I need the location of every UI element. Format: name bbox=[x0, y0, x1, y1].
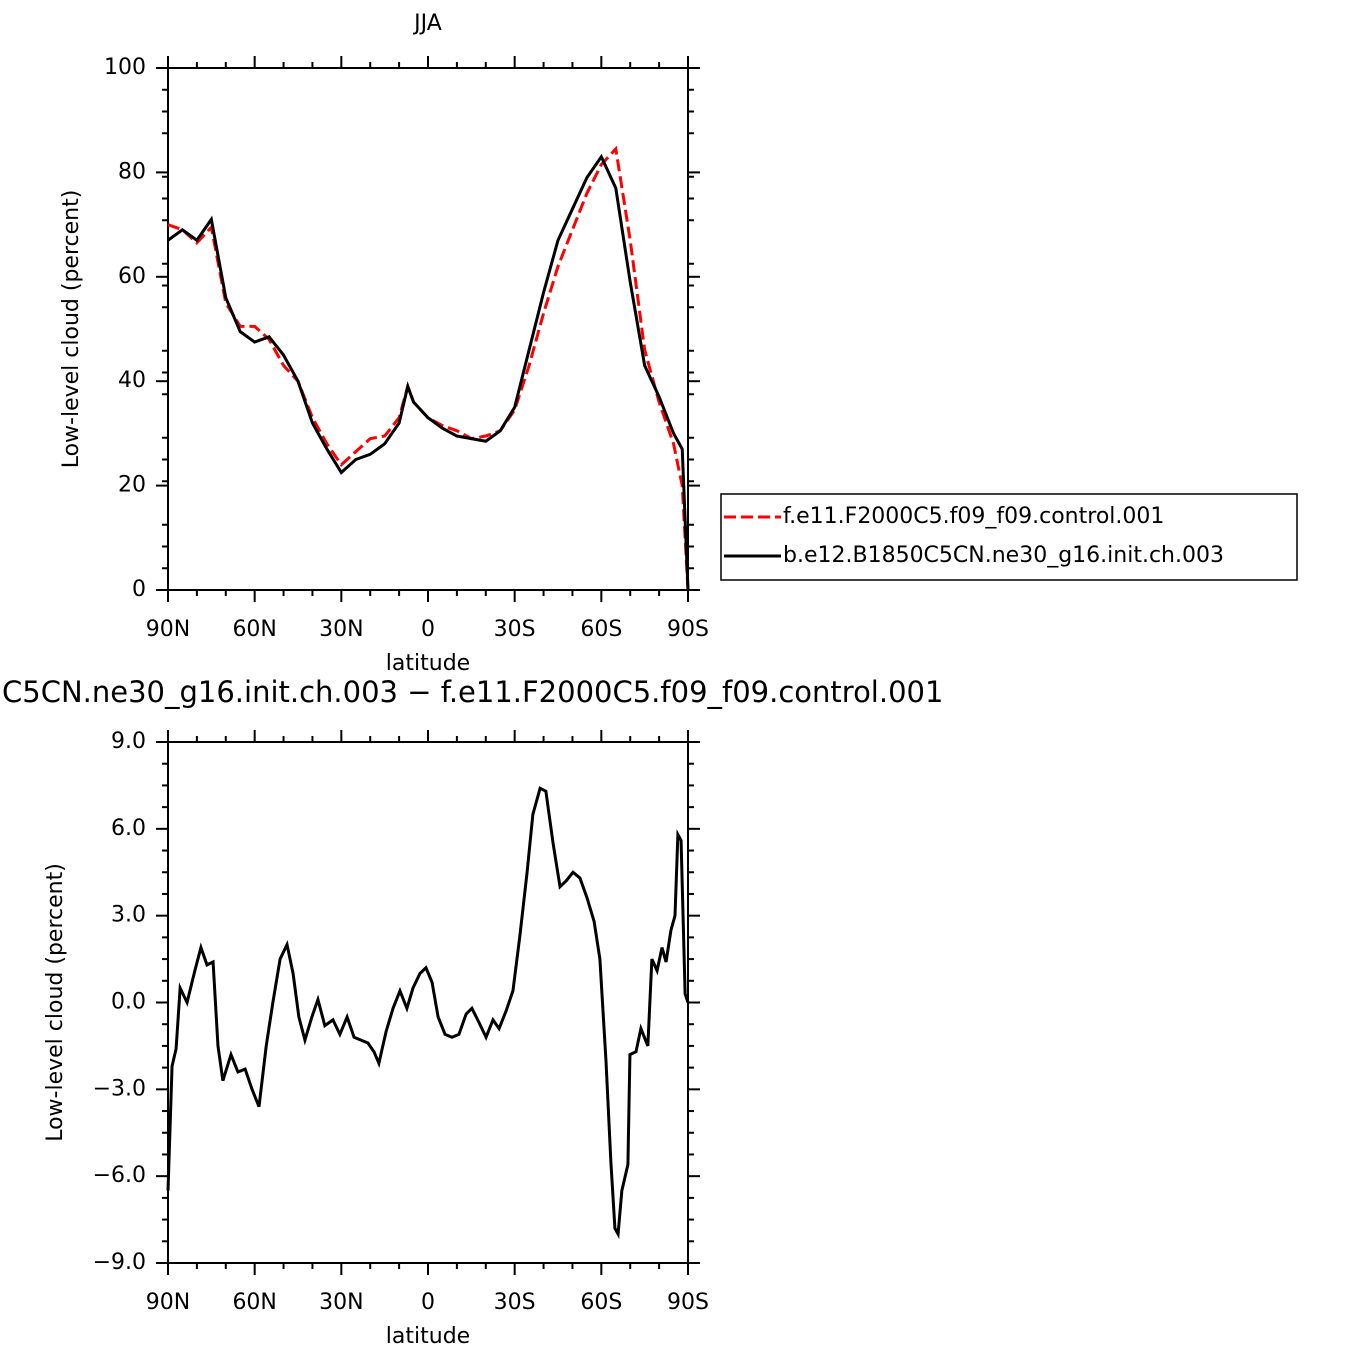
x-tick-label: 90N bbox=[146, 617, 190, 642]
plot-frame bbox=[167, 67, 689, 591]
y-tick-label: 80 bbox=[118, 159, 146, 184]
y-tick-label: 20 bbox=[118, 473, 146, 498]
legend-label: f.e11.F2000C5.f09_f09.control.001 bbox=[783, 504, 1164, 529]
chart-title: JJA bbox=[412, 11, 442, 36]
y-tick-label: −3.0 bbox=[93, 1076, 146, 1101]
y-tick-label: −9.0 bbox=[93, 1250, 146, 1275]
x-tick-label: 0 bbox=[421, 1290, 435, 1315]
x-tick-label: 90S bbox=[667, 1290, 709, 1315]
x-tick-label: 60S bbox=[580, 1290, 622, 1315]
series-line bbox=[166, 786, 690, 1240]
y-tick-label: 6.0 bbox=[111, 816, 146, 841]
x-axis-label: latitude bbox=[386, 1324, 470, 1349]
y-tick-label: 0 bbox=[132, 577, 146, 602]
y-axis-label: Low-level cloud (percent) bbox=[59, 190, 84, 469]
y-tick-label: 9.0 bbox=[111, 729, 146, 754]
x-tick-label: 60N bbox=[232, 1290, 276, 1315]
x-tick-label: 60N bbox=[232, 617, 276, 642]
x-tick-label: 90S bbox=[667, 617, 709, 642]
series-line bbox=[167, 153, 690, 591]
y-tick-label: −6.0 bbox=[93, 1163, 146, 1188]
series-line bbox=[167, 145, 690, 591]
x-tick-label: 0 bbox=[421, 617, 435, 642]
x-tick-label: 30N bbox=[319, 1290, 363, 1315]
x-tick-label: 30N bbox=[319, 617, 363, 642]
y-tick-label: 3.0 bbox=[111, 903, 146, 928]
legend-box bbox=[720, 493, 1298, 581]
x-axis-label: latitude bbox=[386, 651, 470, 676]
x-tick-label: 90N bbox=[146, 1290, 190, 1315]
y-tick-label: 40 bbox=[118, 368, 146, 393]
y-tick-label: 60 bbox=[118, 264, 146, 289]
y-tick-label: 0.0 bbox=[111, 990, 146, 1015]
y-axis-label: Low-level cloud (percent) bbox=[43, 863, 68, 1142]
legend-label: b.e12.B1850C5CN.ne30_g16.init.ch.003 bbox=[783, 543, 1224, 568]
plot-frame bbox=[167, 741, 689, 1264]
x-tick-label: 30S bbox=[494, 1290, 536, 1315]
x-tick-label: 60S bbox=[580, 617, 622, 642]
y-tick-label: 100 bbox=[104, 55, 146, 80]
x-tick-label: 30S bbox=[494, 617, 536, 642]
chart-title: C5CN.ne30_g16.init.ch.003 − f.e11.F2000C… bbox=[2, 675, 943, 709]
